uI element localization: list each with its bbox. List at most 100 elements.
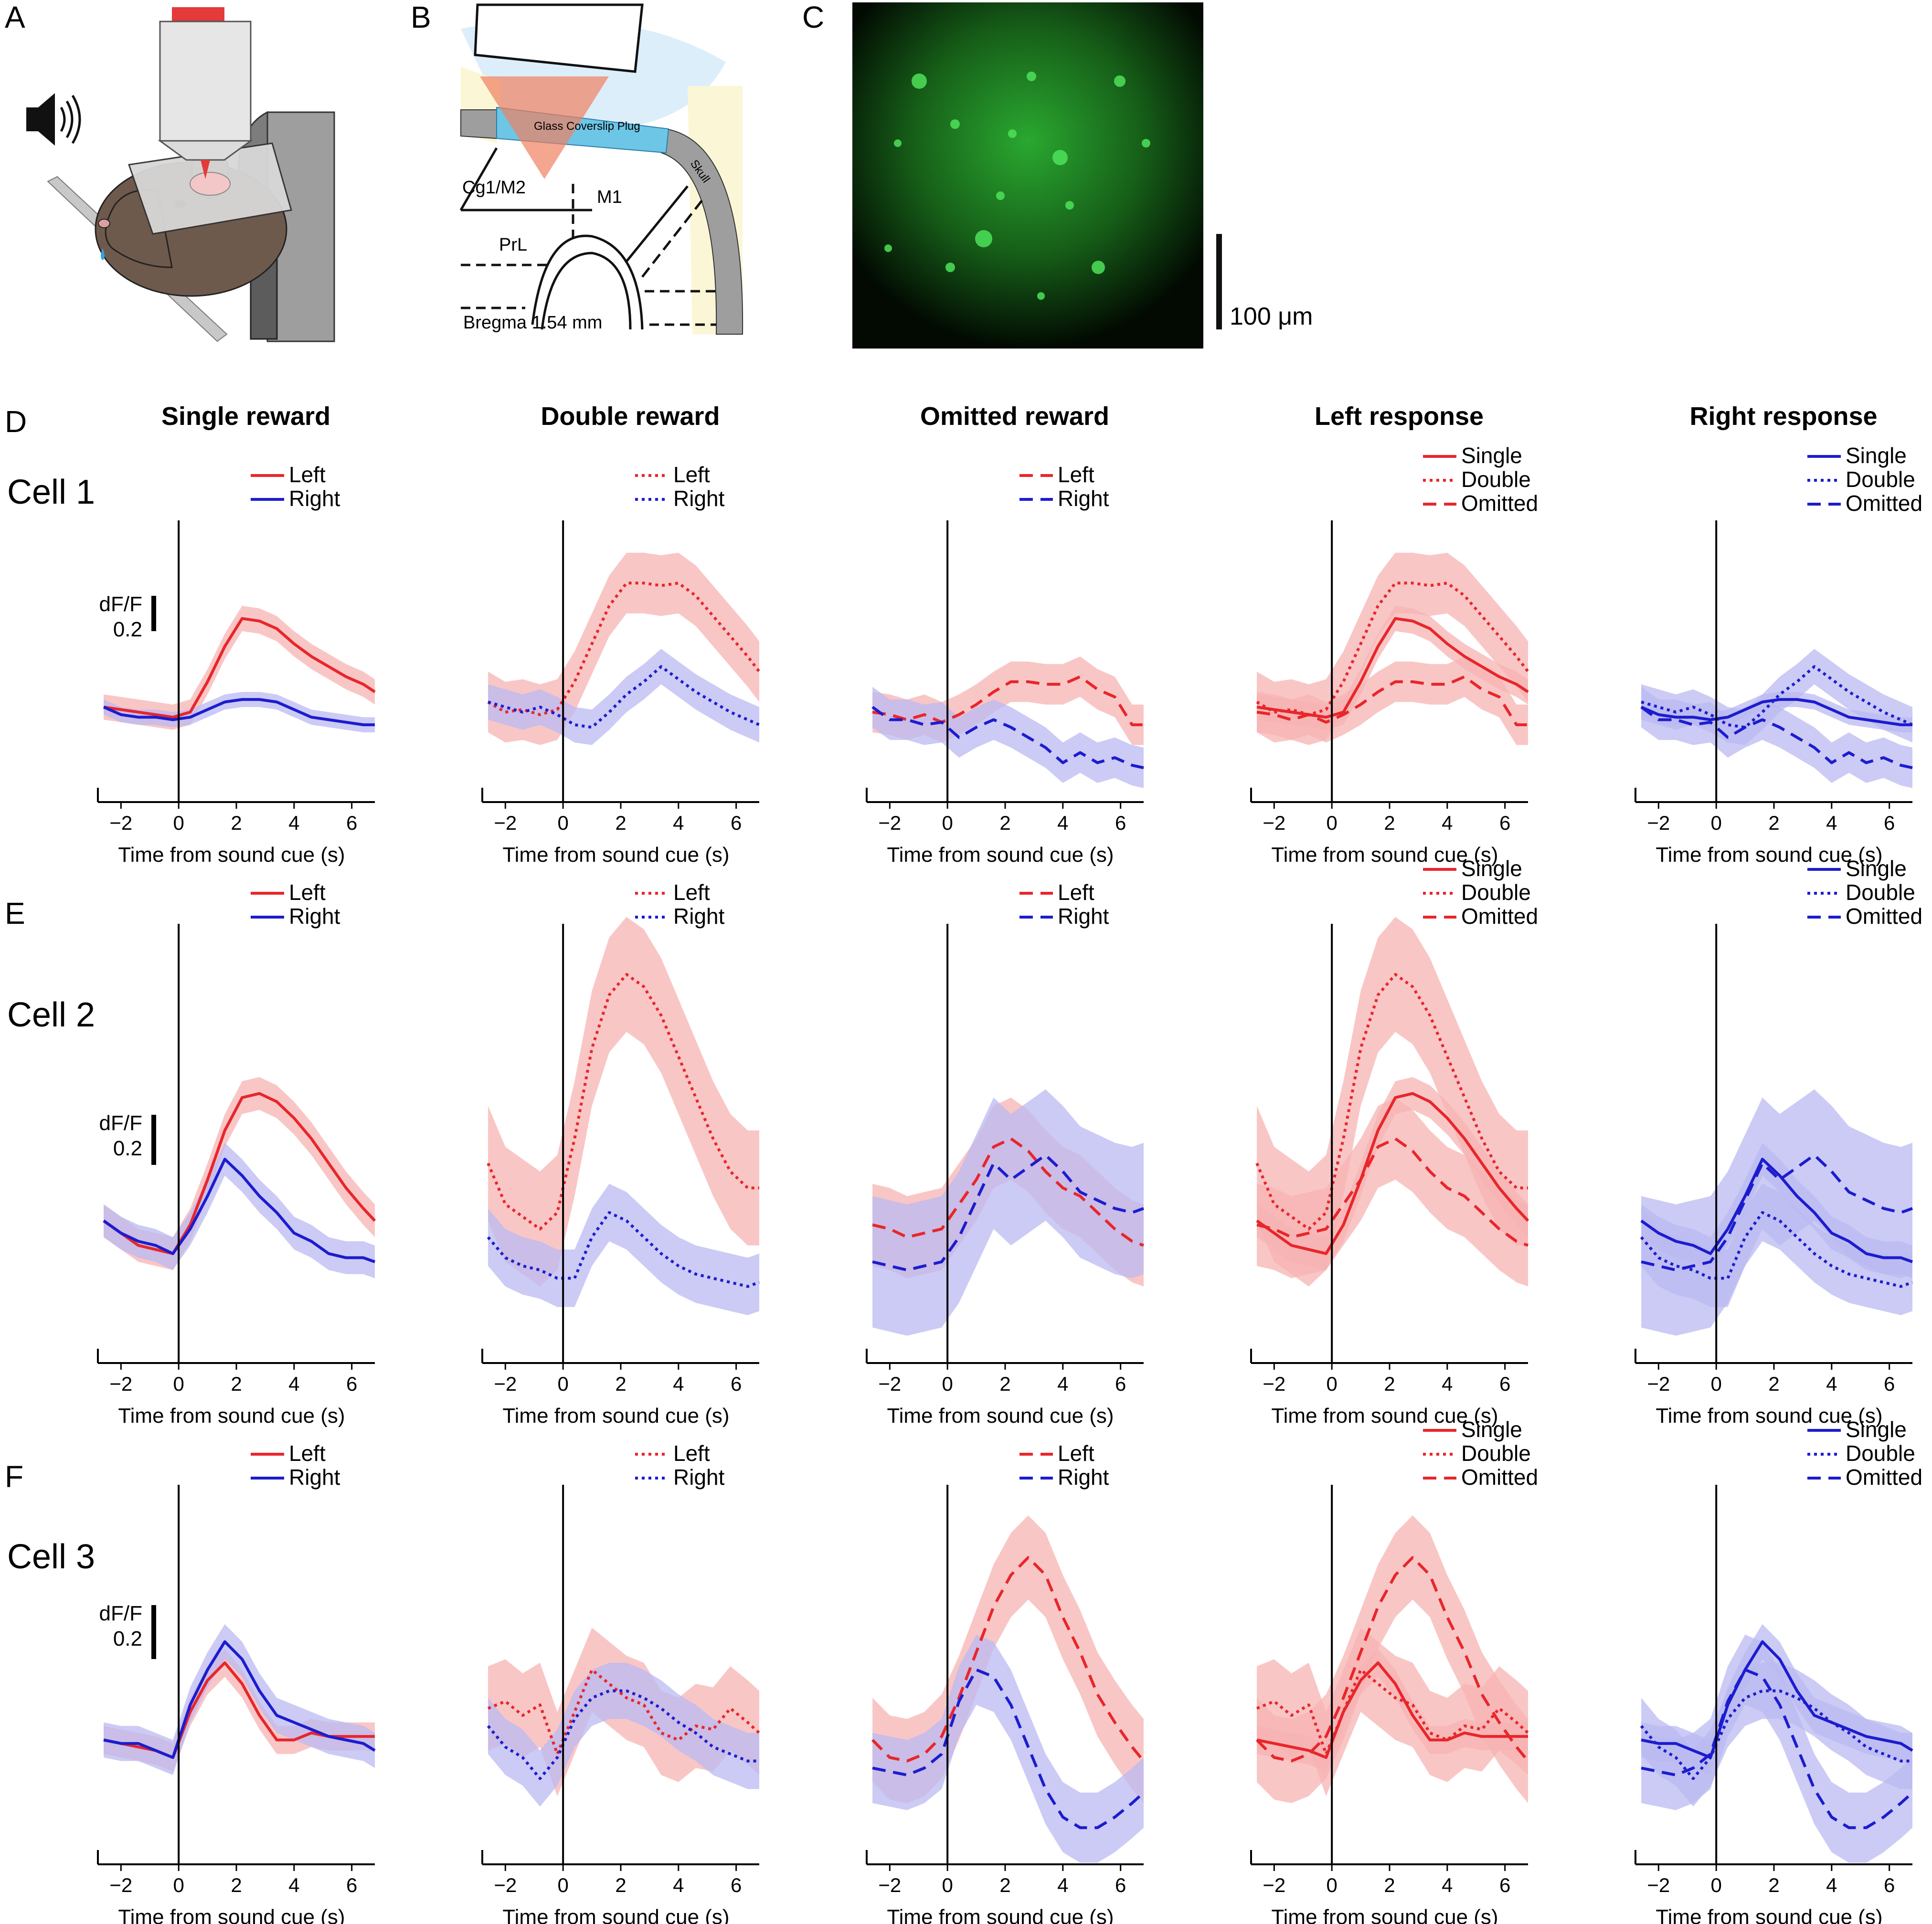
- legend-label: Double: [1461, 880, 1531, 905]
- x-axis-title: Time from sound cue (s): [118, 1404, 345, 1427]
- legend-label: Omitted: [1846, 1465, 1922, 1490]
- legend-label: Right: [289, 1465, 340, 1490]
- x-tick-label: 6: [1115, 1373, 1126, 1395]
- x-tick-label: 4: [1057, 1373, 1068, 1395]
- error-band: [1257, 1098, 1528, 1287]
- error-band: [872, 1089, 1144, 1336]
- x-axis-title: Time from sound cue (s): [118, 843, 345, 867]
- column-title: Left response: [1315, 402, 1484, 431]
- x-tick-label: 4: [1826, 812, 1837, 834]
- legend-label: Right: [1058, 1465, 1109, 1490]
- legend-label: Right: [289, 904, 340, 929]
- x-axis-title: Time from sound cue (s): [502, 1905, 729, 1924]
- panel-letter-d: D: [5, 404, 27, 439]
- x-tick-label: 0: [1326, 1874, 1337, 1896]
- legend-label: Omitted: [1461, 904, 1538, 929]
- x-tick-label: 6: [1884, 1874, 1895, 1896]
- column-title: Double reward: [541, 402, 720, 431]
- bregma-label: Bregma 1.54 mm: [463, 313, 602, 333]
- x-tick-label: 4: [1442, 812, 1453, 834]
- legend-label: Right: [1058, 486, 1109, 511]
- legend-label: Left: [1058, 1441, 1094, 1466]
- legend-label: Left: [673, 880, 710, 905]
- series-line: [103, 1640, 376, 1759]
- x-tick-label: 2: [615, 812, 626, 834]
- series-line: [487, 1668, 761, 1755]
- microscope-image: 100 μm: [852, 2, 1313, 349]
- error-band: [1257, 552, 1528, 745]
- x-tick-label: 2: [231, 812, 242, 834]
- x-tick-label: 6: [346, 1373, 357, 1395]
- x-tick-label: 4: [673, 1874, 684, 1896]
- scale-label-value: 0.2: [113, 1137, 142, 1160]
- coverslip-label: Glass Coverslip Plug: [534, 120, 640, 133]
- x-tick-label: 2: [615, 1373, 626, 1395]
- series-line: [1641, 1640, 1913, 1759]
- m1-label: M1: [597, 187, 622, 207]
- x-axis-title: Time from sound cue (s): [1656, 843, 1882, 867]
- legend-label: Omitted: [1461, 491, 1538, 516]
- x-tick-label: 2: [1768, 1373, 1779, 1395]
- series-line: [1255, 973, 1528, 1231]
- legend-label: Single: [1846, 443, 1907, 468]
- error-band: [104, 1142, 375, 1279]
- panel-letter-b: B: [411, 0, 431, 34]
- series-line: [103, 1158, 376, 1263]
- row-label: Cell 3: [7, 1538, 95, 1576]
- legend-label: Left: [289, 880, 326, 905]
- x-axis-title: Time from sound cue (s): [502, 1404, 729, 1427]
- x-tick-label: 2: [231, 1874, 242, 1896]
- series-line: [1640, 698, 1912, 727]
- legend-label: Single: [1461, 443, 1522, 468]
- x-tick-label: 0: [942, 1373, 953, 1395]
- series-line: [103, 617, 376, 719]
- x-tick-label: 2: [999, 1373, 1010, 1395]
- x-tick-label: 6: [1884, 812, 1895, 834]
- series-line: [1641, 665, 1913, 729]
- series-line: [1640, 706, 1913, 770]
- series-line: [103, 1092, 376, 1255]
- prl-label: PrL: [499, 235, 527, 255]
- x-tick-label: 0: [1326, 812, 1337, 834]
- legend-label: Left: [1058, 462, 1094, 487]
- error-band: [488, 1662, 759, 1807]
- x-tick-label: −2: [1647, 1373, 1670, 1395]
- legend-label: Double: [1846, 880, 1915, 905]
- x-tick-label: 2: [999, 1874, 1010, 1896]
- x-tick-label: 6: [1115, 1874, 1126, 1896]
- series-line: [487, 581, 761, 716]
- legend-label: Left: [1058, 880, 1094, 905]
- legend-label: Right: [673, 1465, 725, 1490]
- x-tick-label: −2: [1263, 812, 1285, 834]
- chart-grid: Single reward Double reward Omitted reward…: [7, 402, 1922, 1924]
- x-axis-title: Time from sound cue (s): [1271, 1905, 1498, 1924]
- column-title: Right response: [1689, 402, 1877, 431]
- x-tick-label: 6: [1499, 1373, 1510, 1395]
- x-tick-label: −2: [494, 812, 517, 834]
- panel-letter-f: F: [5, 1459, 23, 1494]
- scale-label-unit: dF/F: [99, 1602, 142, 1625]
- scale-label-um: 100 μm: [1230, 303, 1313, 330]
- x-tick-label: 0: [1710, 812, 1721, 834]
- x-tick-label: 6: [731, 1373, 742, 1395]
- x-tick-label: 4: [288, 1373, 299, 1395]
- series-line: [488, 665, 760, 729]
- legend-label: Double: [1461, 467, 1531, 492]
- x-axis-title: Time from sound cue (s): [1656, 1905, 1882, 1924]
- x-axis-title: Time from sound cue (s): [118, 1905, 345, 1924]
- scale-label-value: 0.2: [113, 1627, 142, 1650]
- x-axis-title: Time from sound cue (s): [887, 1905, 1114, 1924]
- x-tick-label: 0: [1326, 1373, 1337, 1395]
- x-tick-label: −2: [1263, 1874, 1285, 1896]
- x-tick-label: 4: [1057, 1874, 1068, 1896]
- error-band: [1641, 1635, 1912, 1863]
- x-tick-label: 4: [673, 1373, 684, 1395]
- error-band: [104, 1624, 375, 1775]
